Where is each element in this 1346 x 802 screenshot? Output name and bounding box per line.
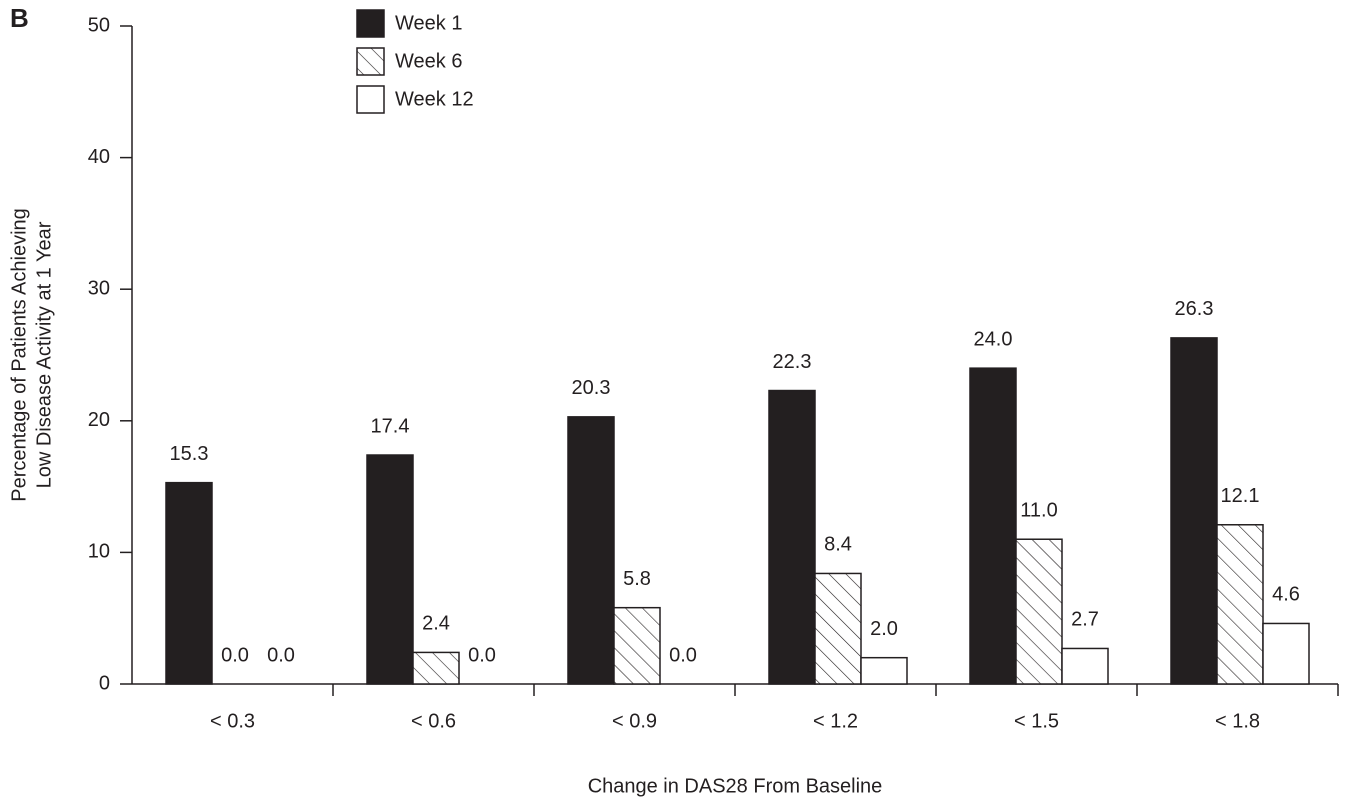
bar — [1015, 538, 1063, 685]
legend-swatch — [356, 47, 385, 76]
panel-label: B — [10, 3, 29, 33]
legend-label: Week 6 — [395, 50, 462, 72]
value-label: 4.6 — [1272, 584, 1300, 606]
y-tick-label: 10 — [88, 541, 110, 563]
bar — [366, 454, 414, 685]
value-label: 8.4 — [824, 534, 852, 556]
legend-swatch — [356, 85, 385, 114]
bar — [412, 651, 460, 685]
value-label: 12.1 — [1221, 485, 1260, 507]
x-axis-title: Change in DAS28 From Baseline — [588, 775, 883, 797]
y-axis-title-line: Percentage of Patients Achieving — [8, 208, 30, 502]
bar — [1170, 337, 1218, 685]
bar — [1262, 622, 1310, 685]
value-label: 20.3 — [572, 377, 611, 399]
value-label: 15.3 — [170, 443, 209, 465]
x-tick-label: < 1.5 — [1014, 710, 1059, 732]
value-label: 22.3 — [773, 351, 812, 373]
value-label: 24.0 — [974, 328, 1013, 350]
legend-swatch — [356, 9, 385, 38]
value-label: 2.0 — [870, 618, 898, 640]
bar — [969, 367, 1017, 685]
value-label: 0.0 — [221, 644, 249, 666]
bar — [613, 606, 661, 685]
x-tick-label: < 0.9 — [612, 710, 657, 732]
legend-label: Week 12 — [395, 88, 474, 110]
x-tick-label: < 0.6 — [411, 710, 456, 732]
value-label: 2.4 — [422, 613, 450, 635]
bar — [165, 481, 213, 685]
value-label: 17.4 — [371, 415, 410, 437]
value-label: 11.0 — [1020, 500, 1057, 522]
y-tick-label: 20 — [88, 409, 110, 431]
bar — [814, 572, 862, 685]
y-tick-label: 0 — [99, 672, 110, 694]
x-tick-label: < 0.3 — [210, 710, 255, 732]
bar — [860, 656, 908, 685]
value-label: 0.0 — [468, 644, 496, 666]
value-label: 0.0 — [669, 644, 697, 666]
bar — [768, 389, 816, 685]
value-label: 5.8 — [623, 568, 651, 590]
bar — [1061, 647, 1109, 685]
y-axis-title-line: Low Disease Activity at 1 Year — [33, 221, 55, 488]
bar — [567, 416, 615, 685]
legend-label: Week 1 — [395, 12, 462, 34]
value-label: 2.7 — [1071, 609, 1099, 631]
y-tick-label: 40 — [88, 146, 110, 168]
bar — [1216, 524, 1264, 685]
y-axis-title: Percentage of Patients Achieving Low Dis… — [8, 208, 55, 502]
y-tick-label: 30 — [88, 277, 110, 299]
x-tick-label: < 1.2 — [813, 710, 858, 732]
x-tick-label: < 1.8 — [1215, 710, 1260, 732]
y-tick-label: 50 — [88, 14, 110, 36]
value-label: 0.0 — [267, 644, 295, 666]
value-label: 26.3 — [1175, 298, 1214, 320]
